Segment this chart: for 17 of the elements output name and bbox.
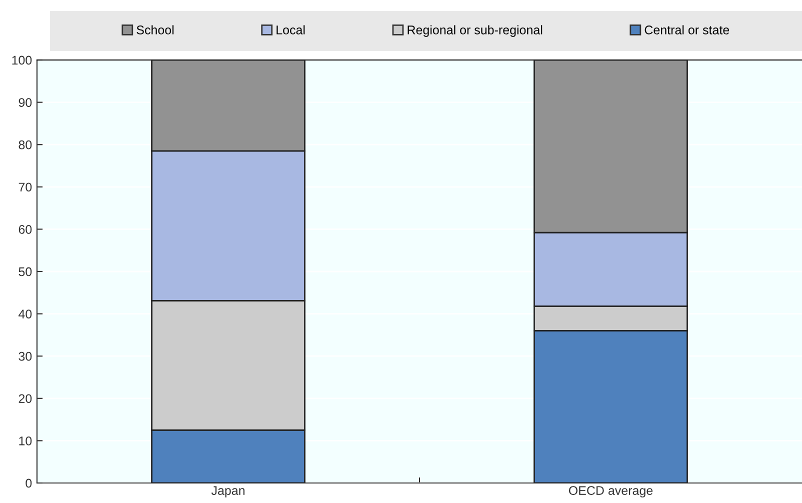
y-tick-label: 70 (18, 182, 32, 192)
y-tick-label: 80 (18, 140, 32, 150)
legend-label: School (136, 25, 174, 34)
y-tick-label: 20 (18, 394, 32, 404)
y-tick-label: 40 (18, 310, 32, 318)
legend-label: Regional or sub-regional (408, 25, 542, 37)
legend-label: Local (276, 25, 305, 34)
y-tick-label: 50 (18, 267, 32, 276)
y-tick-label: 100 (12, 56, 32, 65)
y-tick-label: 90 (18, 98, 32, 107)
legend-label: Central or state (644, 25, 730, 34)
y-tick-label: 0 (26, 478, 32, 488)
y-tick-label: 30 (18, 352, 32, 361)
x-tick-label: Japan (211, 486, 244, 498)
y-tick-label: 60 (18, 225, 32, 234)
y-tick-label: 10 (19, 436, 32, 446)
x-tick-label: OECD average (568, 486, 653, 498)
